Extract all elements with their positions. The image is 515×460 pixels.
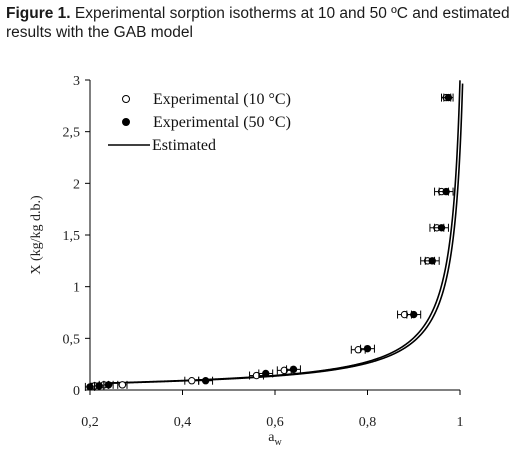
point-50c (444, 93, 453, 102)
estimated-curves (89, 80, 464, 385)
legend: Experimental (10 °C) Experimental (50 °C)… (108, 91, 291, 154)
point-50c (437, 224, 446, 232)
point-10c (354, 346, 362, 354)
y-tick-label: 3 (73, 74, 80, 89)
figure-caption-text: Experimental sorption isotherms at 10 an… (6, 5, 510, 41)
legend-label: Estimated (152, 137, 216, 154)
point-50c (442, 187, 450, 196)
y-axis-label: X (kg/kg d.b.) (29, 195, 44, 275)
point-10c (118, 381, 127, 389)
point-50c (289, 365, 298, 374)
point-50c (86, 383, 94, 391)
y-tick-label: 1,5 (63, 229, 81, 244)
point-10c (188, 377, 196, 385)
estimated-curve (89, 83, 464, 385)
legend-marker-50c (122, 118, 130, 126)
point-10c (252, 371, 261, 380)
y-tick-label: 0 (73, 384, 80, 399)
x-tick-label: 0,8 (359, 415, 377, 430)
point-50c (262, 369, 270, 378)
point-50c (104, 381, 113, 389)
x-axis-label-subscript: w (274, 437, 282, 448)
legend-label: Experimental (10 °C) (153, 91, 291, 108)
y-tick-label: 0,5 (63, 332, 81, 347)
legend-marker-10c (122, 95, 130, 103)
y-tick-label: 1 (73, 281, 80, 296)
figure-caption: Figure 1. Experimental sorption isotherm… (6, 4, 511, 42)
point-50c (95, 382, 103, 390)
figure-label: Figure 1. (6, 5, 71, 22)
x-tick-label: 0,2 (81, 415, 99, 430)
legend-label: Experimental (50 °C) (153, 114, 291, 131)
y-tick-label: 2 (73, 177, 80, 192)
chart-axes: 0 0,5 1 1,5 2 2,5 3 0,2 0,4 0,6 0,8 1 aw X (kg/kg d.b… (29, 74, 464, 448)
point-50c (201, 377, 210, 385)
y-tick-label: 2,5 (63, 126, 81, 141)
point-10c (280, 366, 288, 375)
data-points (84, 93, 454, 391)
x-tick-label: 0,4 (174, 415, 192, 430)
point-50c (363, 344, 372, 353)
point-50c (428, 257, 436, 265)
point-50c (410, 310, 418, 319)
x-axis-label: aw (268, 430, 282, 448)
x-tick-label: 0,6 (266, 415, 284, 430)
x-tick-label: 1 (457, 415, 464, 430)
